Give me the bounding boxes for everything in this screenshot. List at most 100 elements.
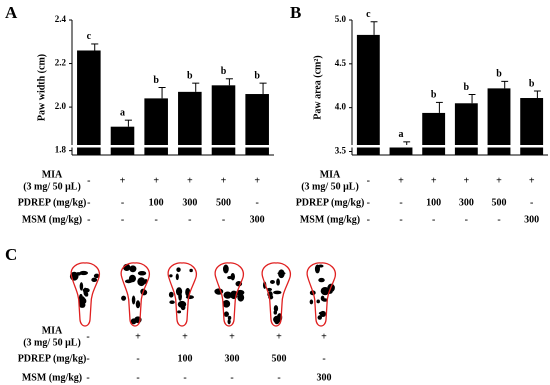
y-tick-label: 2.0: [55, 101, 67, 111]
treatment-value: -: [222, 214, 225, 225]
treatment-value: 500: [272, 353, 287, 364]
row-label: PDREP (mg/kg): [296, 197, 365, 208]
significance-letter: a: [120, 107, 125, 118]
bar: [77, 50, 101, 155]
axis-break: [348, 145, 550, 148]
paw-outline: [120, 262, 150, 327]
row-label: MSM (mg/kg): [300, 214, 360, 225]
treatment-value: -: [367, 214, 370, 225]
treatment-value: 300: [317, 372, 332, 383]
paw-fill: [168, 262, 197, 326]
paw-spot: [131, 295, 136, 305]
treatment-value: -: [86, 331, 89, 342]
treatment-value: +: [398, 175, 404, 186]
paw-spot: [135, 300, 141, 309]
paw-spot: [266, 287, 273, 292]
treatment-value: -: [322, 353, 325, 364]
treatment-value: +: [153, 175, 159, 186]
treatment-value: +: [120, 175, 126, 186]
treatment-value: 300: [459, 197, 474, 208]
treatment-value: -: [255, 197, 258, 208]
paw-spot: [270, 280, 275, 284]
treatment-value: +: [182, 331, 188, 342]
panel-label: A: [5, 3, 18, 22]
treatment-value: +: [276, 331, 282, 342]
treatment-value: -: [87, 214, 90, 225]
treatment-value: -: [497, 214, 500, 225]
paw-spot: [321, 298, 328, 302]
y-tick-label: 2.2: [55, 58, 67, 68]
paw-spot: [276, 278, 280, 286]
paw-spot: [237, 293, 245, 302]
row-label: MSM (mg/kg): [22, 372, 82, 383]
bar: [245, 94, 269, 155]
y-axis-label: Paw width (cm): [36, 54, 47, 121]
paw-spot: [129, 265, 137, 273]
treatment-value: -: [86, 353, 89, 364]
paw-spot: [175, 273, 179, 281]
panel-label: C: [5, 245, 17, 264]
paw-spot: [177, 300, 187, 308]
treatment-value: 100: [149, 197, 164, 208]
significance-letter: b: [431, 90, 437, 101]
y-tick-label: 3.5: [335, 146, 347, 156]
significance-letter: b: [529, 78, 535, 89]
paw-spot: [93, 273, 100, 279]
row-label: PDREP (mg/kg): [18, 353, 87, 364]
y-tick-label: 4.0: [335, 102, 347, 112]
treatment-value: +: [187, 175, 193, 186]
paw-spot: [121, 295, 127, 301]
paw-spot: [91, 277, 98, 283]
row-label: (3 mg/ 50 μL): [23, 337, 81, 348]
paw-spot: [176, 267, 181, 273]
paw-outline: [261, 262, 291, 327]
significance-letter: c: [366, 9, 371, 20]
paw-spot: [273, 305, 279, 312]
paw-spot: [82, 287, 90, 293]
treatment-value: +: [229, 331, 235, 342]
bar: [211, 85, 236, 155]
treatment-value: -: [87, 175, 90, 186]
paw-spot: [189, 268, 193, 273]
paw-spot: [75, 272, 82, 276]
paw-image: [306, 262, 336, 327]
bar: [454, 103, 478, 155]
paw-spot: [274, 319, 280, 325]
treatment-value: +: [221, 175, 227, 186]
treatment-value: +: [254, 175, 260, 186]
paw-spot: [227, 315, 232, 320]
treatment-value: +: [135, 331, 141, 342]
treatment-value: +: [463, 175, 469, 186]
significance-letter: b: [221, 66, 227, 77]
row-label: (3 mg/ 50 μL): [301, 181, 359, 192]
paw-spot: [79, 270, 89, 276]
significance-letter: b: [496, 69, 502, 80]
treatment-value: 500: [216, 197, 231, 208]
paw-spot: [222, 302, 230, 307]
paw-outline: [214, 262, 244, 327]
bar: [487, 88, 511, 155]
treatment-value: +: [529, 175, 535, 186]
paw-spot: [273, 310, 278, 315]
treatment-value: +: [321, 331, 327, 342]
significance-letter: a: [399, 129, 404, 140]
paw-spot: [78, 297, 87, 305]
significance-letter: b: [464, 82, 470, 93]
paw-image: [261, 262, 291, 327]
bar: [144, 98, 168, 155]
paw-spot: [320, 286, 330, 296]
treatment-value: -: [367, 175, 370, 186]
treatment-value: -: [121, 214, 124, 225]
y-tick-label: 2.4: [55, 14, 67, 24]
paw-spot: [309, 299, 314, 305]
treatment-value: 300: [225, 353, 240, 364]
treatment-value: +: [496, 175, 502, 186]
paw-spot: [317, 264, 324, 268]
paw-spot: [168, 291, 174, 298]
y-tick-label: 5.0: [335, 14, 347, 24]
row-label: MIA: [42, 169, 63, 180]
paw-spot: [278, 269, 285, 279]
y-tick-label: 4.5: [335, 58, 347, 68]
paw-outline: [70, 262, 100, 327]
